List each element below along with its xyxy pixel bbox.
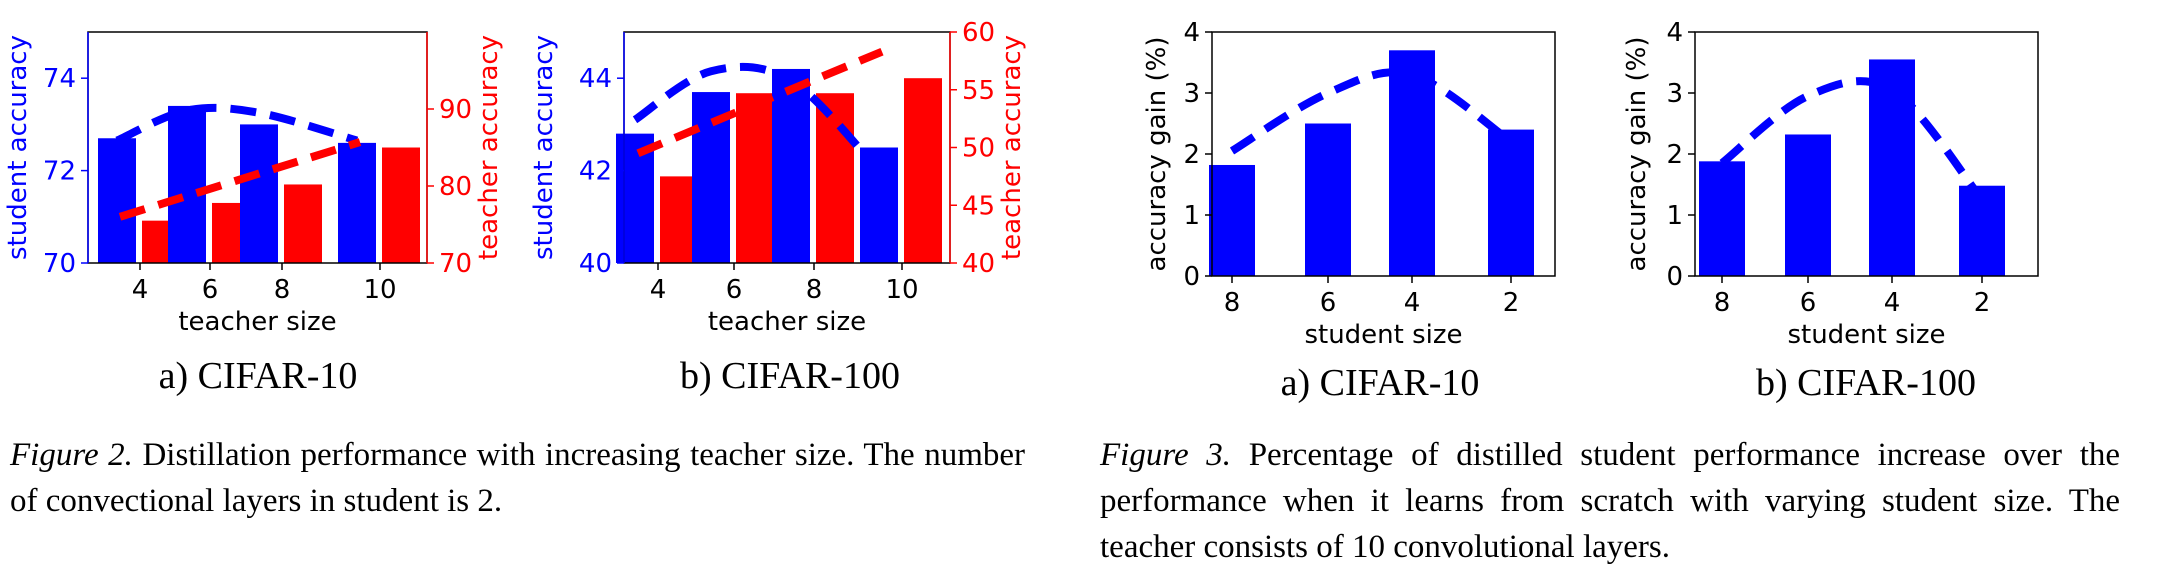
subfigure-label: b) CIFAR-100 xyxy=(1756,362,1976,404)
teacher-bar-8 xyxy=(284,184,322,263)
y2-tick-label: 90 xyxy=(439,95,472,125)
y2-tick-label: 70 xyxy=(439,249,472,279)
x-tick-label: 8 xyxy=(274,275,291,305)
y2-tick-label: 55 xyxy=(962,76,995,106)
student-trend-line xyxy=(115,103,359,145)
y-tick-label: 40 xyxy=(579,249,612,279)
y-tick-label: 70 xyxy=(43,249,76,279)
gain-bar-4 xyxy=(1869,59,1915,277)
gain-bar-8 xyxy=(1209,164,1255,276)
x-tick-label: 10 xyxy=(363,275,396,305)
gain-trend-line xyxy=(1719,77,1986,203)
gain-bar-2 xyxy=(1488,129,1534,276)
y-tick-label: 2 xyxy=(1183,140,1200,170)
y2-axis-label: teacher accuracy xyxy=(997,35,1027,260)
x-tick-label: 6 xyxy=(1320,288,1337,318)
y2-axis-label: teacher accuracy xyxy=(474,35,504,260)
teacher-bar-4 xyxy=(660,176,698,263)
teacher-trend-line xyxy=(636,47,884,157)
y-tick-label: 2 xyxy=(1666,140,1683,170)
student-bar-4 xyxy=(616,133,654,263)
teacher-bar-10 xyxy=(382,147,420,263)
x-axis-label: student size xyxy=(1304,320,1462,350)
y-tick-label: 3 xyxy=(1666,79,1683,109)
student-bar-6 xyxy=(168,105,206,263)
student-bar-4 xyxy=(98,138,136,263)
y-tick-label: 0 xyxy=(1183,262,1200,292)
y-axis-label: accuracy gain (%) xyxy=(1142,37,1172,272)
x-tick-label: 2 xyxy=(1974,288,1991,318)
figure-3-caption: Figure 3. Percentage of distilled studen… xyxy=(1100,432,2120,570)
x-tick-label: 4 xyxy=(1404,288,1421,318)
x-axis-label: teacher size xyxy=(708,307,866,337)
teacher-bar-10 xyxy=(904,78,942,263)
figure-3-caption-text: Percentage of distilled student performa… xyxy=(1100,437,2121,565)
y-axis-label: student accuracy xyxy=(529,35,559,260)
teacher-bar-8 xyxy=(816,93,854,263)
y2-tick-label: 45 xyxy=(962,191,995,221)
x-tick-label: 6 xyxy=(202,275,219,305)
gain-trend-line xyxy=(1229,68,1514,155)
y-tick-label: 1 xyxy=(1666,201,1683,231)
y-tick-label: 4 xyxy=(1183,18,1200,48)
y-tick-label: 3 xyxy=(1183,79,1200,109)
subfigure-label: a) CIFAR-10 xyxy=(1281,362,1480,404)
gain-bar-6 xyxy=(1305,123,1351,276)
student-bar-8 xyxy=(772,68,810,264)
figure-2-caption: Figure 2. Distillation performance with … xyxy=(10,432,1025,524)
x-tick-label: 2 xyxy=(1503,288,1520,318)
y-tick-label: 42 xyxy=(579,157,612,187)
y-axis-label: accuracy gain (%) xyxy=(1622,37,1652,272)
teacher-bar-6 xyxy=(736,93,774,263)
y2-tick-label: 80 xyxy=(439,172,472,202)
y-tick-label: 1 xyxy=(1183,201,1200,231)
student-trend-line xyxy=(632,62,882,174)
gain-bar-4 xyxy=(1389,50,1435,276)
x-tick-label: 4 xyxy=(650,275,667,305)
x-tick-label: 8 xyxy=(1714,288,1731,318)
figure-2-caption-text: Distillation performance with increasing… xyxy=(10,437,1026,519)
y-axis-label: student accuracy xyxy=(3,35,33,260)
x-axis-label: teacher size xyxy=(178,307,336,337)
x-tick-label: 4 xyxy=(132,275,149,305)
y-tick-label: 44 xyxy=(579,64,612,94)
y2-tick-label: 40 xyxy=(962,249,995,279)
gain-bar-2 xyxy=(1959,185,2005,276)
x-tick-label: 10 xyxy=(885,275,918,305)
y-tick-label: 0 xyxy=(1666,262,1683,292)
y-tick-label: 4 xyxy=(1666,18,1683,48)
gain-bar-8 xyxy=(1699,161,1745,276)
teacher-trend-line xyxy=(118,138,362,221)
figure-2-caption-lead: Figure 2. xyxy=(10,437,133,473)
subfigure-label: a) CIFAR-10 xyxy=(159,355,358,397)
x-tick-label: 4 xyxy=(1884,288,1901,318)
student-bar-8 xyxy=(240,124,278,264)
x-tick-label: 8 xyxy=(806,275,823,305)
x-tick-label: 6 xyxy=(1800,288,1817,318)
student-bar-10 xyxy=(338,142,376,263)
y2-tick-label: 50 xyxy=(962,134,995,164)
gain-bar-6 xyxy=(1785,134,1831,276)
x-axis-label: student size xyxy=(1787,320,1945,350)
x-tick-label: 8 xyxy=(1224,288,1241,318)
y2-tick-label: 60 xyxy=(962,18,995,48)
x-tick-label: 6 xyxy=(726,275,743,305)
figure-3-caption-lead: Figure 3. xyxy=(1100,437,1232,473)
y-tick-label: 72 xyxy=(43,157,76,187)
subfigure-label: b) CIFAR-100 xyxy=(680,355,900,397)
y-tick-label: 74 xyxy=(43,64,76,94)
